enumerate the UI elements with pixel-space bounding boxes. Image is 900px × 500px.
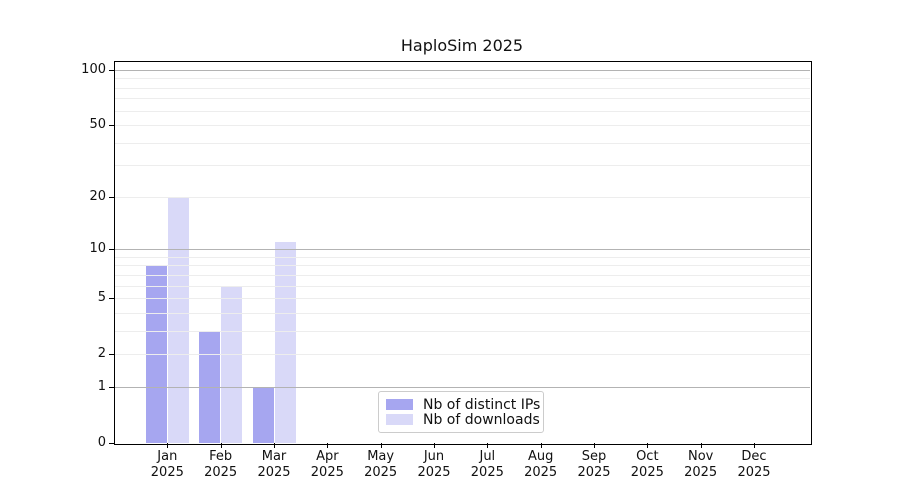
x-tick-mark-dec [754, 443, 755, 448]
minor-gridline-70 [114, 98, 810, 100]
bar-distinct-ips-mar [252, 386, 274, 443]
x-tick-label-oct: Oct 2025 [630, 449, 664, 480]
x-tick-mark-jul [487, 443, 489, 448]
minor-gridline-30 [114, 165, 810, 167]
x-tick-label-mar: Mar 2025 [257, 449, 291, 480]
x-tick-mark-mar [274, 443, 275, 448]
x-tick-mark-jun [434, 443, 435, 448]
y-tick-label-5: 5 [97, 290, 106, 306]
x-tick-mark-apr [327, 443, 329, 448]
x-tick-label-apr: Apr 2025 [310, 449, 344, 480]
minor-gridline-80 [114, 87, 810, 89]
y-tick-mark-10 [109, 249, 114, 251]
minor-gridline-3 [114, 330, 810, 332]
legend-label-distinct-ips: Nb of distinct IPs [423, 396, 541, 413]
x-tick-label-jun: Jun 2025 [417, 449, 451, 480]
legend-item-downloads: Nb of downloads [386, 412, 540, 428]
x-tick-mark-nov [700, 443, 702, 448]
bar-downloads-jan [167, 196, 189, 443]
legend-swatch-downloads [386, 414, 413, 425]
y-tick-mark-0 [109, 443, 114, 444]
y-tick-label-10: 10 [89, 241, 106, 257]
x-tick-mark-feb [220, 443, 222, 448]
x-tick-mark-oct [647, 443, 649, 448]
minor-gridline-8 [114, 265, 810, 267]
minor-gridline-4 [114, 312, 810, 314]
major-gridline-10 [114, 249, 810, 251]
x-tick-mark-aug [540, 443, 542, 448]
y-tick-label-20: 20 [89, 188, 106, 204]
y-tick-label-1: 1 [97, 378, 106, 394]
y-tick-mark-100 [109, 70, 114, 71]
y-tick-mark-1 [109, 386, 114, 388]
x-tick-label-may: May 2025 [364, 449, 398, 480]
y-tick-mark-5 [109, 298, 114, 300]
y-tick-label-100: 100 [81, 62, 106, 77]
x-tick-label-feb: Feb 2025 [204, 449, 238, 480]
minor-gridline-7 [114, 274, 810, 276]
major-gridline-100 [114, 70, 810, 71]
x-tick-mark-may [380, 443, 382, 448]
x-tick-label-jan: Jan 2025 [150, 449, 184, 480]
minor-gridline-40 [114, 142, 810, 144]
y-tick-label-50: 50 [89, 117, 106, 133]
x-tick-mark-sep [594, 443, 595, 448]
y-tick-mark-20 [109, 196, 114, 198]
minor-gridline-60 [114, 110, 810, 112]
minor-gridline-20 [114, 196, 810, 198]
y-tick-label-2: 2 [97, 346, 106, 362]
major-gridline-1 [114, 386, 810, 388]
chart-title: HaploSim 2025 [400, 36, 524, 55]
legend: Nb of distinct IPs Nb of downloads [378, 391, 544, 433]
legend-swatch-distinct-ips [386, 399, 413, 410]
minor-gridline-90 [114, 78, 810, 80]
x-tick-label-sep: Sep 2025 [577, 449, 611, 480]
bar-downloads-mar [274, 242, 296, 443]
minor-gridline-9 [114, 256, 810, 258]
legend-item-distinct-ips: Nb of distinct IPs [386, 397, 540, 413]
bar-distinct-ips-jan [145, 265, 167, 443]
y-tick-label-0: 0 [97, 435, 106, 450]
x-tick-label-jul: Jul 2025 [470, 449, 504, 480]
legend-label-downloads: Nb of downloads [423, 411, 540, 428]
minor-gridline-2 [114, 354, 810, 356]
x-tick-label-aug: Aug 2025 [524, 449, 558, 480]
x-tick-label-nov: Nov 2025 [684, 449, 718, 480]
y-tick-mark-2 [109, 354, 114, 356]
minor-gridline-5 [114, 298, 810, 300]
x-tick-mark-jan [167, 443, 169, 448]
y-tick-mark-50 [109, 125, 114, 127]
x-tick-label-dec: Dec 2025 [737, 449, 771, 480]
bar-downloads-feb [221, 285, 243, 443]
minor-gridline-6 [114, 285, 810, 287]
minor-gridline-50 [114, 125, 810, 127]
